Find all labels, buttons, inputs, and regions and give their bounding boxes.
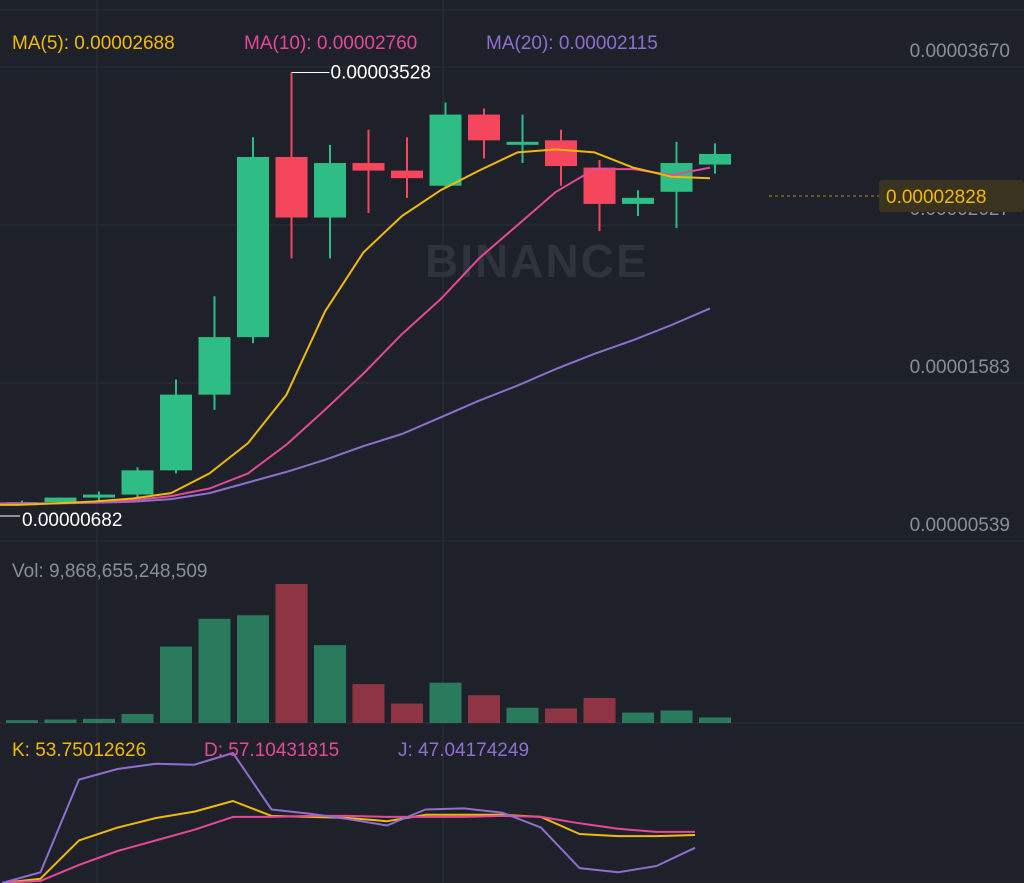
candlestick-series (6, 72, 731, 506)
candle-body (160, 394, 192, 471)
volume-bar (352, 684, 385, 723)
price-tick-top: 0.00003670 (910, 41, 1010, 62)
candle-body (699, 153, 731, 165)
candle-body (391, 170, 423, 179)
volume-bar (275, 584, 308, 723)
kdj-lines (1, 752, 696, 883)
ma20-legend: MA(20): 0.00002115 (486, 33, 658, 54)
ma10-line (0, 166, 711, 505)
volume-bar (622, 712, 654, 723)
volume-bar (198, 618, 231, 723)
candle-body (468, 114, 500, 141)
candle-body (275, 156, 308, 218)
kdj-k-label: K: 53.75012626 (12, 740, 146, 761)
high-price-label: 0.00003528 (331, 62, 431, 83)
volume-bar (391, 703, 423, 723)
candle-body (429, 114, 462, 186)
volume-bar (699, 717, 731, 723)
volume-bar (468, 695, 500, 723)
candle-body (506, 141, 539, 145)
candle-body (83, 494, 115, 498)
ma20-line (0, 307, 711, 505)
volume-bar (160, 646, 192, 723)
low-price-label: 0.00000682 (22, 510, 122, 531)
volume-bar (237, 615, 269, 723)
volume-bar (660, 710, 693, 723)
candle-body (314, 163, 346, 218)
volume-bar (506, 707, 539, 723)
candle-body (237, 156, 269, 338)
kdj-k-line (1, 800, 696, 883)
price-tick-bottom: 0.00000539 (910, 515, 1010, 536)
binance-watermark: BINANCE (425, 235, 649, 287)
volume-bars (6, 584, 731, 723)
price-tick-3: 0.00001583 (910, 357, 1010, 378)
candle-body (622, 197, 654, 204)
volume-bar (314, 645, 346, 723)
candle-body (44, 497, 77, 503)
volume-bar (6, 720, 38, 723)
current-price-tag (879, 180, 1024, 212)
moving-average-lines (0, 148, 711, 506)
ma5-legend: MA(5): 0.00002688 (12, 33, 175, 54)
candle-body (583, 167, 616, 204)
kdj-d-line (1, 814, 695, 883)
kdj-j-line (1, 752, 696, 883)
candle-body (352, 163, 385, 171)
volume-bar (429, 682, 462, 723)
kdj-j-label: J: 47.04174249 (398, 740, 529, 761)
volume-label: Vol: 9,868,655,248,509 (12, 561, 207, 582)
kdj-d-label: D: 57.10431815 (204, 740, 339, 761)
ma5-line (0, 148, 711, 506)
candle-body (545, 140, 577, 167)
volume-bar (121, 713, 154, 723)
ma10-legend: MA(10): 0.00002760 (244, 33, 417, 54)
candle-body (198, 337, 231, 395)
volume-bar (83, 718, 115, 723)
volume-bar (44, 719, 77, 723)
volume-bar (583, 697, 616, 723)
volume-bar (545, 708, 577, 723)
candle-body (121, 470, 154, 495)
current-price-label: 0.00002828 (886, 187, 986, 208)
